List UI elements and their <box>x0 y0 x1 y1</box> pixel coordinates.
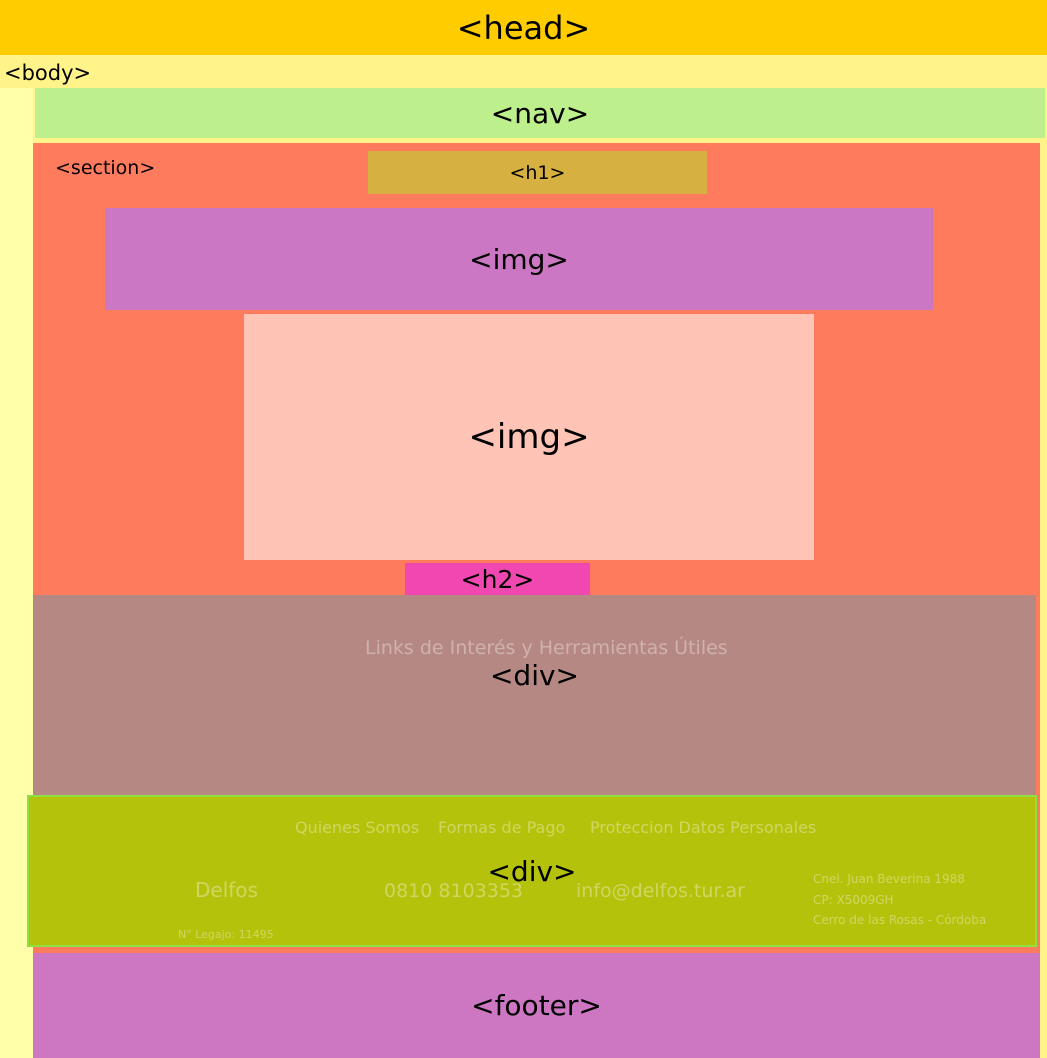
faint-text: 0810 8103353 <box>384 880 524 902</box>
div-block: <div> <box>33 595 1036 795</box>
faint-text: Links de Interés y Herramientas Útiles <box>365 637 728 659</box>
h1-block: <h1> <box>368 151 707 194</box>
faint-text: Proteccion Datos Personales <box>590 818 817 837</box>
nav-block: <nav> <box>35 88 1045 138</box>
h2-block: <h2> <box>405 563 590 595</box>
body-label: <body> <box>4 61 92 85</box>
img-block: <img> <box>244 314 814 560</box>
footer-block: <footer> <box>33 953 1040 1058</box>
faint-text: info@delfos.tur.ar <box>576 880 745 902</box>
faint-text: Cerro de las Rosas - Córdoba <box>813 913 987 927</box>
faint-text: N° Legajo: 11495 <box>178 928 274 941</box>
section-label: <section> <box>55 157 156 179</box>
faint-text: Quienes Somos <box>295 818 420 837</box>
div-block: <div> <box>27 795 1037 947</box>
faint-text: Cnel. Juan Beverina 1988 <box>813 872 965 886</box>
faint-text: Formas de Pago <box>438 818 566 837</box>
faint-text: Delfos <box>195 878 258 902</box>
head-block: <head> <box>0 0 1047 55</box>
faint-text: CP: X5009GH <box>813 893 894 907</box>
img-block: <img> <box>105 208 933 310</box>
